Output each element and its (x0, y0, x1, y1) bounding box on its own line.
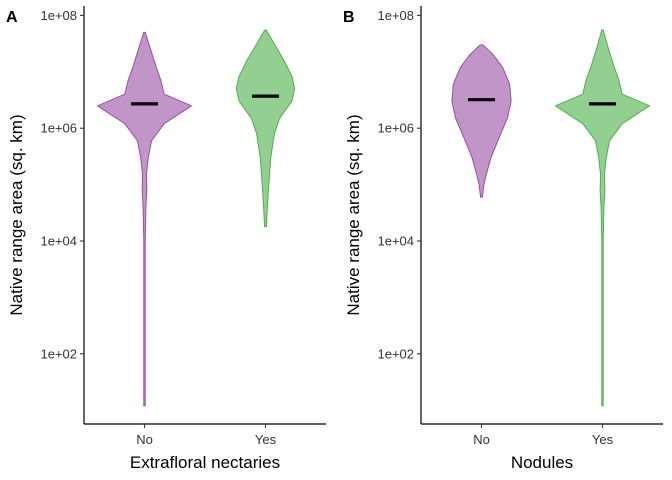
y-tick-label: 1e+06 (377, 121, 414, 136)
panel-a: A 1e+02 1e+04 1e+06 1e+08 No Yes Extrafloral ne… (6, 6, 326, 472)
panel-tag: B (343, 9, 355, 26)
y-tick-label: 1e+02 (377, 346, 414, 361)
violin-no (96, 31, 193, 407)
panel-b: B 1e+02 1e+04 1e+06 1e+08 No Yes Nodules Native … (343, 6, 663, 472)
x-tick-label: Yes (255, 432, 277, 447)
violin-yes (235, 29, 296, 228)
x-tick-label: No (136, 432, 153, 447)
y-tick-label: 1e+02 (40, 346, 77, 361)
x-tick-label: Yes (592, 432, 614, 447)
panel-tag: A (6, 9, 18, 26)
y-tick-label: 1e+08 (40, 8, 77, 23)
violin-no (451, 44, 512, 198)
y-tick-label: 1e+04 (377, 234, 414, 249)
y-tick-label: 1e+06 (40, 121, 77, 136)
y-tick-label: 1e+04 (40, 234, 77, 249)
y-axis-title: Native range area (sq. km) (7, 114, 26, 315)
x-tick-label: No (473, 432, 490, 447)
violin-yes (554, 29, 651, 407)
y-axis-title: Native range area (sq. km) (344, 114, 363, 315)
y-tick-label: 1e+08 (377, 8, 414, 23)
x-axis-title: Extrafloral nectaries (130, 453, 280, 472)
x-axis-title: Nodules (511, 453, 573, 472)
